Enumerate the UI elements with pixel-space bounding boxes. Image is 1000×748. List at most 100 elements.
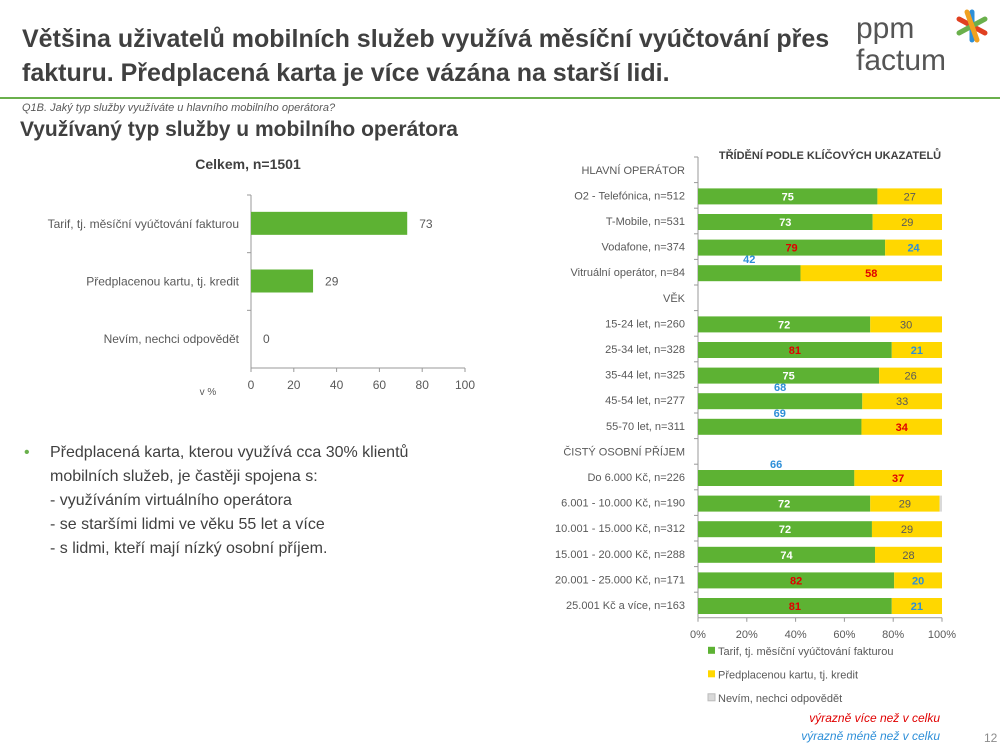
data-label: 26 xyxy=(904,371,916,383)
bar-segment xyxy=(698,572,895,589)
asterisk-icon xyxy=(956,9,988,43)
bar-segment xyxy=(939,495,942,512)
bar-segment xyxy=(698,495,871,512)
data-label: 79 xyxy=(785,243,797,255)
legend-swatch xyxy=(708,646,715,654)
x-tick-label: 20 xyxy=(287,378,301,392)
data-label: 81 xyxy=(789,601,801,613)
row-label: Vodafone, n=374 xyxy=(602,242,686,254)
bar xyxy=(251,211,408,235)
data-label: 21 xyxy=(911,345,923,357)
bar-segment xyxy=(877,188,942,205)
group-label: ČISTÝ OSOBNÍ PŘÍJEM xyxy=(563,445,685,458)
bar-segment xyxy=(698,393,863,410)
bar-segment xyxy=(870,316,942,333)
data-label: 27 xyxy=(904,191,916,203)
ppm-factum-logo: ppm factum xyxy=(856,9,988,77)
question-text: Q1B. Jaký typ služby využíváte u hlavníh… xyxy=(22,102,336,114)
page-number: 12 xyxy=(984,731,998,745)
bar-segment xyxy=(854,470,942,486)
data-label: 37 xyxy=(892,473,904,485)
data-label: 42 xyxy=(743,254,755,266)
row-label: 25-34 let, n=328 xyxy=(605,344,685,356)
data-label: 72 xyxy=(779,524,791,536)
data-label: 72 xyxy=(778,499,790,511)
note-more: výrazně více než v celku xyxy=(809,711,940,725)
row-label: 15-24 let, n=260 xyxy=(605,318,685,330)
header-divider xyxy=(0,97,1000,99)
logo-text-ppm: ppm xyxy=(856,12,914,45)
bullet-icon: • xyxy=(24,444,30,461)
row-label: 10.001 - 15.000 Kč, n=312 xyxy=(555,523,685,535)
legend-label: Předplacenou kartu, tj. kredit xyxy=(718,669,858,681)
bar-segment xyxy=(891,342,942,358)
bar-segment xyxy=(698,546,876,563)
breakdown-stacked-chart: TŘÍDĚNÍ PODLE KLÍČOVÝCH UKAZATELŮ HLAVNÍ … xyxy=(555,148,956,705)
note-less: výrazně méně než v celku xyxy=(801,729,940,743)
row-label: 6.001 - 10.000 Kč, n=190 xyxy=(561,498,685,510)
row-label: Do 6.000 Kč, n=226 xyxy=(587,472,685,484)
slide-title: Většina uživatelů mobilních služeb využí… xyxy=(22,25,830,87)
data-label: 29 xyxy=(901,524,913,536)
data-label: 82 xyxy=(790,575,802,587)
bar-segment xyxy=(698,265,801,282)
row-label: T-Mobile, n=531 xyxy=(606,216,685,228)
bar-segment xyxy=(871,521,942,538)
row-label: 25.001 Kč a více, n=163 xyxy=(566,600,685,612)
data-label: 72 xyxy=(778,319,790,331)
category-label: Předplacenou kartu, tj. kredit xyxy=(86,275,239,289)
row-label: Vitruální operátor, n=84 xyxy=(571,267,685,279)
x-tick-label: 80 xyxy=(416,378,430,392)
legend-swatch xyxy=(708,670,715,678)
bar-segment xyxy=(861,418,942,435)
data-label: 69 xyxy=(774,408,786,420)
x-tick-label: 20% xyxy=(736,629,758,641)
x-tick-label: 60% xyxy=(833,629,855,641)
data-label: 58 xyxy=(865,268,877,280)
bar-segment xyxy=(885,239,942,256)
bullet-line: - využíváním virtuálního operátora xyxy=(50,492,292,509)
row-label: O2 - Telefónica, n=512 xyxy=(574,190,685,202)
row-label: 35-44 let, n=325 xyxy=(605,370,685,382)
bullet-line: mobilních služeb, je častěji spojena s: xyxy=(50,468,318,485)
category-label: Nevím, nechci odpovědět xyxy=(104,332,240,346)
x-tick-label: 100 xyxy=(455,378,475,392)
x-tick-label: 0 xyxy=(248,378,255,392)
x-axis-label: v % xyxy=(200,387,217,398)
data-label: 75 xyxy=(782,371,794,383)
legend-label: Tarif, tj. měsíční vyúčtování fakturou xyxy=(718,646,893,658)
bar-segment xyxy=(698,367,880,384)
data-label: 29 xyxy=(325,275,339,289)
bar-segment xyxy=(879,367,942,384)
data-label: 30 xyxy=(900,319,912,331)
row-label: 20.001 - 25.000 Kč, n=171 xyxy=(555,574,685,586)
bar-segment xyxy=(698,239,886,256)
row-label: 15.001 - 20.000 Kč, n=288 xyxy=(555,549,685,561)
bar-segment xyxy=(698,316,871,333)
bar-segment xyxy=(862,393,942,410)
chart-title: Celkem, n=1501 xyxy=(195,156,301,172)
data-label: 33 xyxy=(896,396,908,408)
x-tick-label: 60 xyxy=(373,378,387,392)
bar-segment xyxy=(698,188,878,205)
data-label: 73 xyxy=(419,217,433,231)
bar xyxy=(251,269,314,293)
bullet-line: Předplacená karta, kterou využívá cca 30… xyxy=(50,444,409,461)
bar-segment xyxy=(891,598,942,614)
row-label: 45-54 let, n=277 xyxy=(605,395,685,407)
group-label: HLAVNÍ OPERÁTOR xyxy=(581,164,685,177)
data-label: 24 xyxy=(907,243,920,255)
data-label: 28 xyxy=(902,550,914,562)
row-label: 55-70 let, n=311 xyxy=(606,421,685,433)
x-tick-label: 100% xyxy=(928,629,956,641)
x-tick-label: 80% xyxy=(882,629,904,641)
x-tick-label: 40 xyxy=(330,378,344,392)
data-label: 68 xyxy=(774,382,786,394)
data-label: 21 xyxy=(911,601,923,613)
logo-text-factum: factum xyxy=(856,44,946,77)
data-label: 75 xyxy=(782,191,794,203)
legend-label: Nevím, nechci odpovědět xyxy=(718,693,842,705)
bar-segment xyxy=(698,598,892,614)
bar-segment xyxy=(698,418,862,435)
